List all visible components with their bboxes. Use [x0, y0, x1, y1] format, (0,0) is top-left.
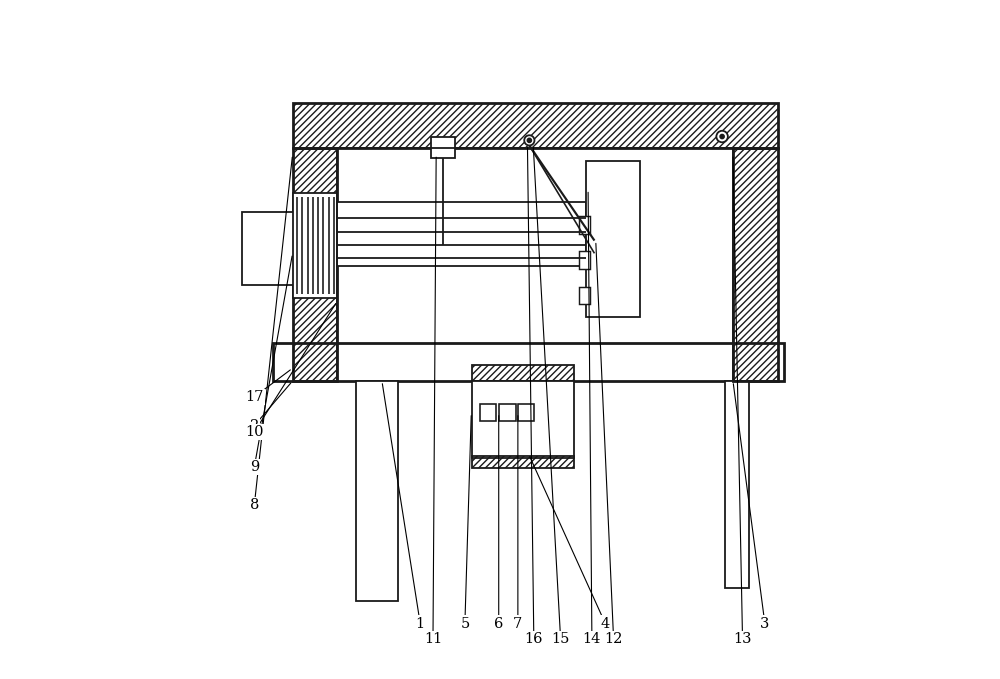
Text: 7: 7	[513, 617, 522, 631]
Circle shape	[527, 139, 531, 143]
Text: 14: 14	[583, 632, 601, 646]
Bar	[579, 217, 590, 234]
Text: 17: 17	[245, 390, 263, 404]
Bar	[472, 456, 574, 469]
Circle shape	[720, 134, 724, 139]
Circle shape	[524, 135, 534, 145]
Bar	[293, 103, 778, 148]
Text: 5: 5	[460, 617, 470, 631]
Text: 11: 11	[424, 632, 442, 646]
Bar	[356, 381, 398, 601]
Bar	[273, 343, 784, 381]
Bar	[725, 381, 749, 589]
Bar	[579, 287, 590, 304]
Bar	[293, 193, 337, 298]
Circle shape	[716, 131, 728, 143]
Bar	[337, 202, 586, 266]
Bar	[472, 381, 574, 458]
Bar	[431, 137, 455, 158]
Text: 1: 1	[416, 617, 425, 631]
Text: 8: 8	[250, 498, 259, 513]
Bar	[579, 251, 590, 270]
Text: 13: 13	[733, 632, 752, 646]
Text: 6: 6	[494, 617, 503, 631]
Text: 9: 9	[250, 460, 259, 474]
Bar	[293, 148, 337, 381]
Text: 12: 12	[604, 632, 623, 646]
Text: 15: 15	[551, 632, 570, 646]
Bar	[499, 404, 516, 420]
Text: 10: 10	[245, 425, 264, 439]
Bar	[480, 404, 496, 420]
Text: 3: 3	[760, 617, 770, 631]
Text: 16: 16	[525, 632, 543, 646]
Text: 2: 2	[250, 419, 259, 433]
Bar	[586, 161, 640, 317]
Bar	[733, 148, 778, 381]
Text: 4: 4	[601, 617, 610, 631]
Bar	[472, 365, 574, 381]
Bar	[518, 404, 534, 420]
Bar	[242, 212, 294, 285]
